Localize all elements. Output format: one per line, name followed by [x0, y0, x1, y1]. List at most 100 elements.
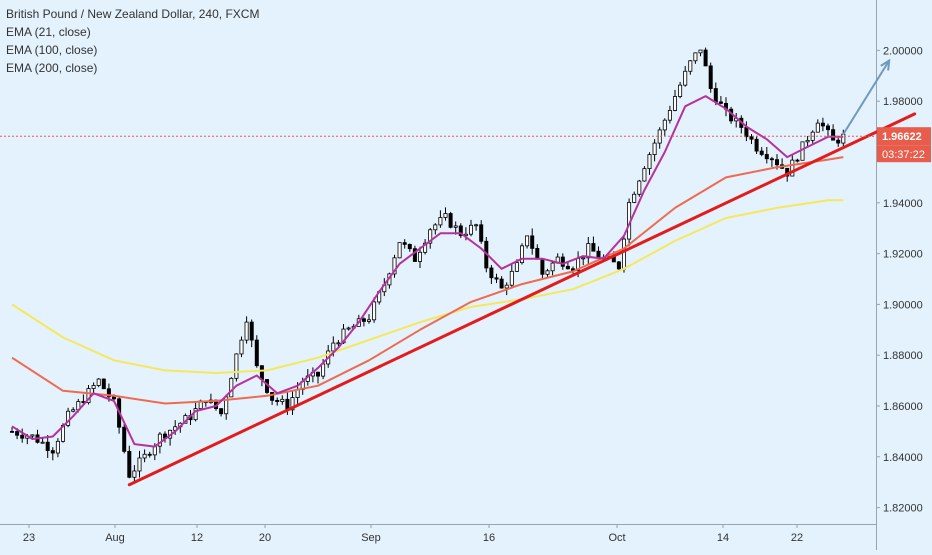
candle-body	[372, 301, 377, 321]
candle-body	[836, 139, 841, 144]
indicator-ema-200[interactable]: EMA (200, close)	[6, 61, 98, 75]
candle-body	[20, 434, 25, 439]
candle-body	[535, 247, 540, 260]
candle-body	[718, 101, 723, 104]
candle-body	[91, 385, 96, 389]
candle-body	[361, 318, 366, 322]
candle-body	[550, 262, 555, 272]
candle-body	[698, 49, 703, 54]
current-price-tag	[877, 127, 931, 146]
candle-body	[520, 245, 525, 264]
time-axis-label: Aug	[105, 532, 125, 544]
price-axis-label: 1.92000	[883, 249, 923, 261]
price-axis-label: 1.84000	[883, 452, 923, 464]
candle-body	[795, 159, 800, 162]
candle-body	[749, 136, 754, 140]
candle-body	[122, 426, 127, 452]
price-axis-area	[876, 0, 932, 550]
candle-body	[841, 133, 846, 144]
candle-body	[270, 392, 275, 401]
candle-body	[815, 122, 820, 133]
time-axis-label: Oct	[608, 532, 625, 544]
candle-body	[346, 327, 351, 330]
candle-body	[545, 270, 550, 275]
countdown-label: 03:37:22	[882, 149, 925, 161]
price-axis-label: 1.98000	[883, 96, 923, 108]
ema-200-line	[11, 199, 844, 374]
candle-body	[132, 470, 137, 478]
candle-body	[448, 213, 453, 228]
candle-body	[96, 378, 101, 386]
candle-body	[275, 399, 280, 402]
candle-body	[229, 377, 234, 398]
candle-body	[9, 430, 14, 433]
candle-body	[622, 238, 627, 270]
candle-body	[219, 408, 224, 415]
candle-body	[759, 150, 764, 155]
candle-body	[40, 441, 45, 444]
candle-body	[489, 267, 494, 279]
time-axis-label: 16	[483, 532, 495, 544]
candle-body	[106, 388, 111, 398]
candle-body	[259, 365, 264, 380]
candle-body	[428, 229, 433, 244]
candle-body	[504, 284, 509, 289]
candle-body	[234, 353, 239, 379]
candle-body	[540, 258, 545, 275]
candle-body	[71, 409, 76, 412]
candle-body	[693, 52, 698, 62]
candle-body	[525, 235, 530, 247]
candle-body	[514, 262, 519, 272]
price-axis-label: 1.94000	[883, 198, 923, 210]
candle-body	[315, 371, 320, 377]
candle-body	[30, 434, 35, 437]
candle-body	[667, 110, 672, 121]
current-price-label: 1.96622	[882, 131, 922, 143]
candle-body	[565, 265, 570, 270]
arrow-head-icon	[880, 58, 891, 71]
symbol-title: British Pound / New Zealand Dollar, 240,…	[6, 7, 260, 21]
candle-body	[453, 225, 458, 228]
time-axis-label: 14	[717, 532, 729, 544]
candle-body	[15, 431, 20, 436]
candle-body	[331, 342, 336, 352]
candle-body	[713, 88, 718, 103]
indicator-ema-100[interactable]: EMA (100, close)	[6, 43, 98, 57]
candle-body	[244, 321, 249, 341]
candle-body	[637, 180, 642, 195]
time-axis-label: 22	[791, 532, 803, 544]
candle-body	[366, 319, 371, 322]
candle-body	[458, 225, 463, 236]
candle-body	[560, 256, 565, 267]
candle-body	[642, 168, 647, 182]
price-axis-label: 1.90000	[883, 299, 923, 311]
time-axis-label: 23	[23, 532, 35, 544]
candle-body	[616, 261, 621, 270]
candle-body	[45, 441, 50, 451]
candle-body	[433, 224, 438, 231]
candle-body	[137, 457, 142, 472]
candle-body	[290, 397, 295, 411]
candle-body	[55, 440, 60, 454]
candle-body	[392, 257, 397, 275]
candle-body	[157, 433, 162, 447]
candle-body	[494, 277, 499, 280]
ema-21-line	[11, 95, 844, 448]
time-axis-label: 12	[191, 532, 203, 544]
candle-body	[249, 321, 254, 341]
candle-body	[688, 60, 693, 72]
time-axis-label: 20	[259, 532, 271, 544]
candle-body	[86, 388, 91, 404]
candle-body	[632, 193, 637, 203]
price-axis-label: 1.82000	[883, 503, 923, 515]
indicator-ema-21[interactable]: EMA (21, close)	[6, 25, 91, 39]
candle-body	[820, 122, 825, 127]
candle-body	[468, 224, 473, 235]
candle-body	[683, 70, 688, 86]
candle-body	[407, 243, 412, 250]
candle-body	[769, 158, 774, 161]
candle-body	[142, 453, 147, 459]
candle-body	[509, 270, 514, 286]
